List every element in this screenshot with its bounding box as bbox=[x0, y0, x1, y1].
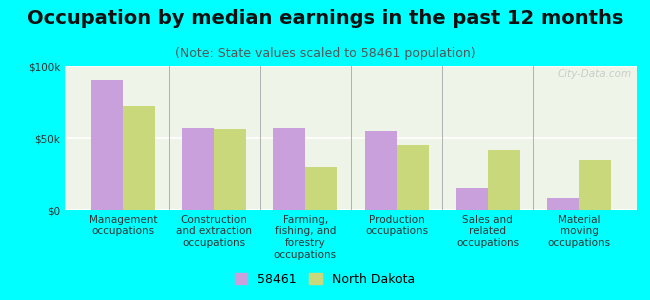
Bar bbox=[214, 129, 246, 210]
Text: Occupation by median earnings in the past 12 months: Occupation by median earnings in the pas… bbox=[27, 9, 623, 28]
Text: (Note: State values scaled to 58461 population): (Note: State values scaled to 58461 popu… bbox=[175, 46, 475, 59]
Bar bbox=[488, 149, 520, 210]
Bar bbox=[123, 106, 155, 210]
Bar bbox=[365, 131, 396, 210]
Bar bbox=[579, 160, 611, 210]
Bar bbox=[91, 80, 123, 210]
Bar bbox=[306, 167, 337, 210]
Bar bbox=[547, 199, 579, 210]
Text: City-Data.com: City-Data.com bbox=[557, 69, 631, 79]
Bar bbox=[182, 128, 214, 210]
Bar bbox=[396, 145, 428, 210]
Bar bbox=[456, 188, 488, 210]
Legend: 58461, North Dakota: 58461, North Dakota bbox=[230, 268, 420, 291]
Bar bbox=[274, 128, 305, 210]
